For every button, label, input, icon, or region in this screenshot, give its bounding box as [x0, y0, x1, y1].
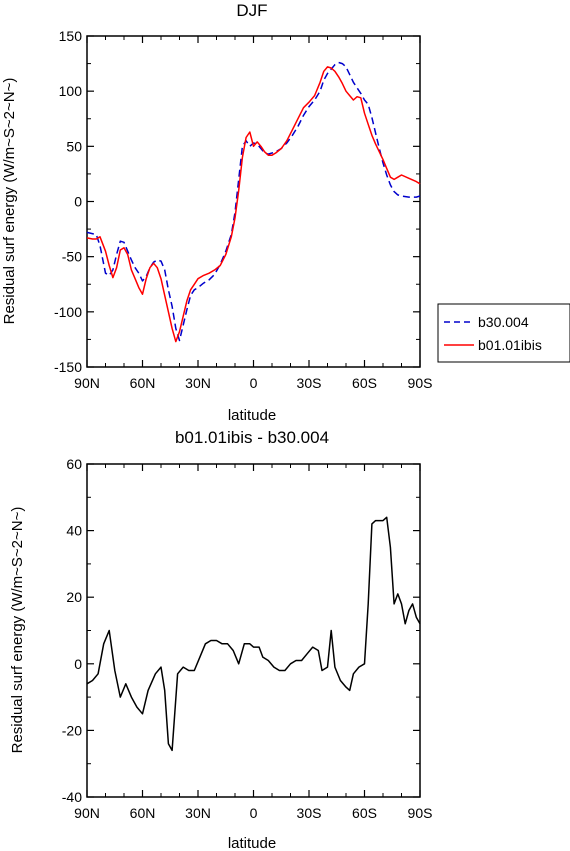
bottom-y-tick-label: -40 [62, 789, 82, 805]
top-y-tick-label: 0 [74, 194, 82, 210]
top-chart-title: DJF [236, 1, 267, 20]
bottom-series-line-difference [86, 516, 421, 752]
bottom-y-ticks: 60 40 20 0 -20 -40 [62, 456, 420, 805]
bottom-x-tick-label: 30N [185, 805, 211, 821]
bottom-x-tick-label: 60S [352, 805, 377, 821]
top-y-ticks: 150 100 50 0 -50 -100 -150 [54, 28, 420, 375]
bottom-series [86, 516, 421, 752]
bottom-y-tick-label: 40 [66, 523, 82, 539]
legend-label-b30-004: b30.004 [478, 314, 529, 330]
top-x-tick-label: 0 [250, 375, 258, 391]
bottom-x-axis-label: latitude [228, 835, 276, 851]
top-y-tick-label: -100 [54, 304, 82, 320]
bottom-x-tick-label: 90N [74, 805, 100, 821]
top-x-tick-label: 90N [74, 375, 100, 391]
legend-label-b01-01ibis: b01.01ibis [478, 337, 542, 353]
top-x-axis-label: latitude [228, 407, 276, 424]
bottom-x-tick-label: 60N [130, 805, 156, 821]
top-series [86, 61, 421, 343]
top-x-tick-label: 60S [352, 375, 377, 391]
bottom-y-tick-label: 20 [66, 589, 82, 605]
legend-box [437, 303, 570, 363]
top-series-line-b01-01ibis [86, 66, 421, 343]
bottom-x-tick-label: 90S [408, 805, 433, 821]
top-y-axis-label: Residual surf energy (W/m~S~2~N~) [1, 78, 18, 325]
top-plot-frame [86, 35, 421, 368]
top-series-line-b30-004 [86, 61, 421, 342]
top-y-tick-label: 100 [59, 83, 83, 99]
bottom-plot-frame [86, 463, 421, 798]
bottom-x-ticks: 90N 60N 30N 0 30S 60S 90S [74, 464, 432, 821]
top-x-tick-label: 90S [408, 375, 433, 391]
bottom-y-tick-label: 60 [66, 456, 82, 472]
bottom-chart-title: b01.01ibis - b30.004 [175, 428, 329, 447]
top-chart: DJF 150 100 50 0 -50 -100 -150 90N 60N 30N 0 30S 60… [1, 1, 432, 424]
top-y-tick-label: 150 [59, 28, 83, 44]
top-x-ticks: 90N 60N 30N 0 30S 60S 90S [74, 36, 432, 391]
top-y-tick-label: 50 [66, 138, 82, 154]
top-x-tick-label: 60N [130, 375, 156, 391]
bottom-y-tick-label: 0 [74, 656, 82, 672]
bottom-y-axis-label: Residual surf energy (W/m~S~2~N~) [9, 507, 26, 754]
top-y-tick-label: -50 [62, 249, 82, 265]
bottom-y-tick-label: -20 [62, 722, 82, 738]
top-x-tick-label: 30N [185, 375, 211, 391]
top-y-tick-label: -150 [54, 359, 82, 375]
top-x-tick-label: 30S [297, 375, 322, 391]
bottom-x-tick-label: 30S [297, 805, 322, 821]
bottom-x-tick-label: 0 [250, 805, 258, 821]
legend: b30.004 b01.01ibis [437, 303, 570, 363]
